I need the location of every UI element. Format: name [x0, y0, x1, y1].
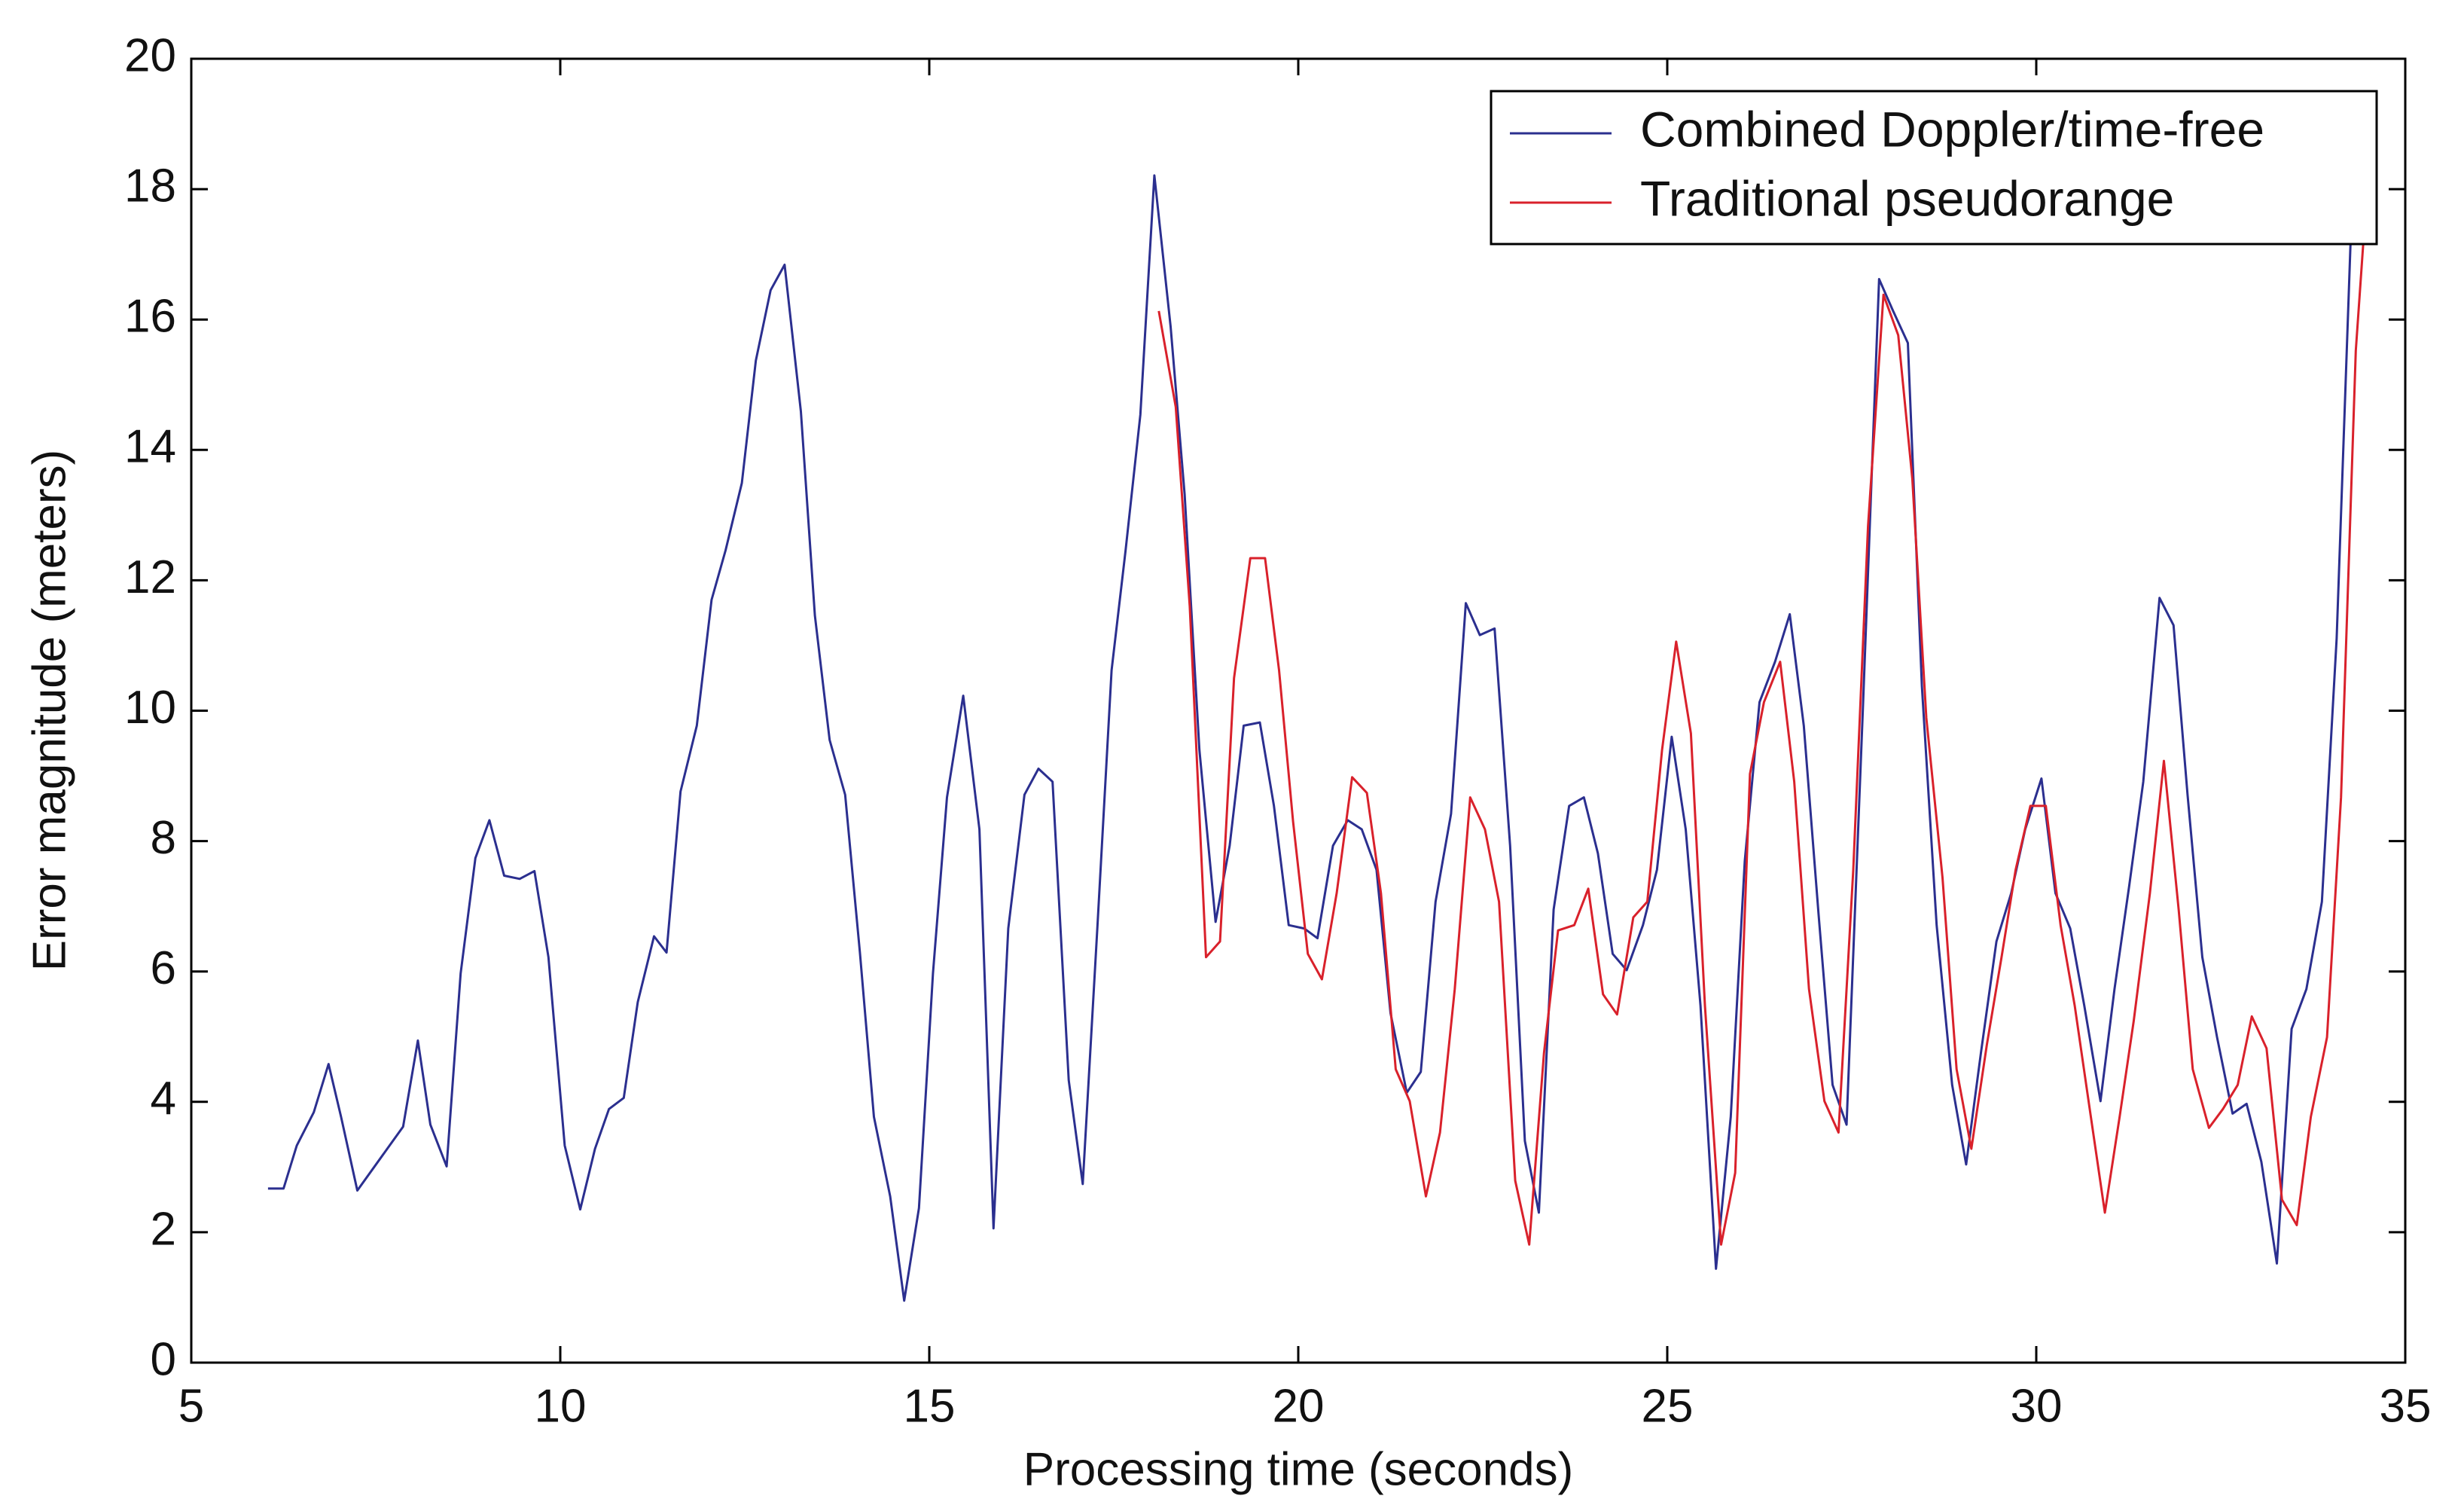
data-line [1157, 222, 2366, 1246]
y-tick-label: 2 [151, 1203, 176, 1255]
y-tick-label: 20 [124, 29, 176, 81]
x-tick-label: 15 [904, 1380, 956, 1432]
x-tick-label: 25 [1642, 1380, 1694, 1432]
plot-frame [190, 57, 2407, 1364]
y-tick-label: 6 [151, 942, 176, 994]
x-tick-label: 10 [535, 1380, 587, 1432]
y-tick-label: 0 [151, 1333, 176, 1385]
y-tick-label: 10 [124, 682, 176, 734]
legend-label: Combined Doppler/time-free [1640, 101, 2264, 157]
y-tick-label: 16 [124, 291, 176, 343]
plot-area [267, 174, 2366, 1302]
legend-label: Traditional pseudorange [1640, 170, 2174, 226]
x-axis-label: Processing time (seconds) [1023, 1443, 1574, 1495]
x-tick-label: 20 [1273, 1380, 1325, 1432]
y-axis-label: Error magnitude (meters) [23, 450, 75, 972]
legend-box [1490, 90, 2378, 246]
y-tick-label: 4 [151, 1073, 176, 1125]
x-tick-label: 30 [2011, 1380, 2063, 1432]
y-tick-label: 8 [151, 812, 176, 864]
y-tick-label: 12 [124, 551, 176, 603]
y-tick-label: 14 [124, 421, 176, 473]
x-tick-label: 5 [178, 1380, 204, 1432]
y-tick-label: 18 [124, 160, 176, 212]
x-tick-label: 35 [2380, 1380, 2432, 1432]
